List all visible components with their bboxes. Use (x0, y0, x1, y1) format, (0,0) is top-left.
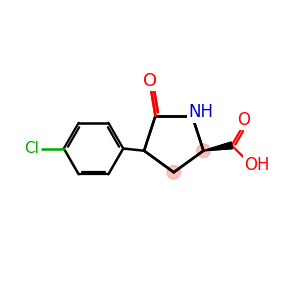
Text: O: O (237, 110, 250, 128)
Text: OH: OH (244, 156, 270, 174)
Text: Cl: Cl (24, 141, 38, 156)
Text: OH: OH (244, 156, 270, 174)
Text: O: O (143, 72, 158, 90)
Polygon shape (203, 142, 232, 151)
Text: NH: NH (188, 103, 213, 121)
Circle shape (167, 166, 181, 179)
Text: O: O (237, 110, 250, 128)
Text: NH: NH (188, 103, 213, 121)
Circle shape (196, 144, 210, 158)
Text: O: O (143, 72, 158, 90)
Polygon shape (203, 142, 232, 151)
Text: Cl: Cl (24, 141, 38, 156)
